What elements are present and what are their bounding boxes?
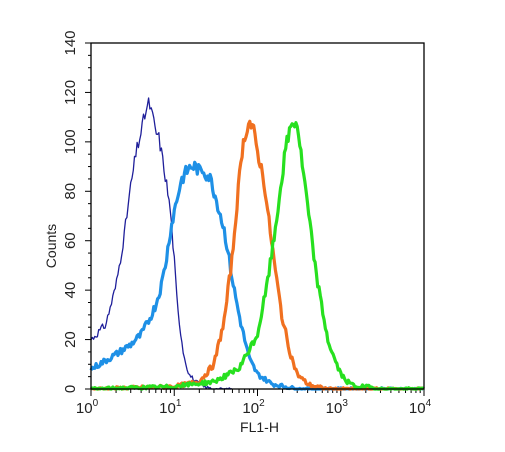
x-axis-label: FL1-H: [240, 419, 279, 435]
series-layer: [89, 97, 425, 391]
y-tick-label: 140: [62, 30, 79, 55]
y-tick-label: 20: [62, 331, 79, 348]
y-axis-ticks: [85, 42, 91, 390]
x-tick-label: 100: [76, 398, 99, 417]
series-line: [89, 160, 425, 391]
x-tick-label: 101: [159, 398, 182, 417]
series-line: [90, 119, 425, 391]
y-tick-label: 0: [62, 385, 79, 393]
x-axis-tick-labels: 100 101 102 103 104: [76, 398, 432, 417]
y-axis-label: Counts: [43, 224, 59, 268]
y-tick-label: 100: [62, 129, 79, 154]
x-tick-label: 103: [326, 398, 349, 417]
y-axis-tick-labels: 0 20 40 60 80 100 120 140: [62, 30, 79, 393]
series-line: [90, 121, 425, 391]
y-tick-label: 80: [62, 183, 79, 200]
y-tick-label: 120: [62, 80, 79, 105]
series-line: [90, 97, 233, 390]
x-tick-label: 104: [409, 398, 432, 417]
y-tick-label: 60: [62, 232, 79, 249]
y-tick-label: 40: [62, 282, 79, 299]
plot-frame: [90, 42, 425, 390]
x-tick-label: 102: [242, 398, 265, 417]
